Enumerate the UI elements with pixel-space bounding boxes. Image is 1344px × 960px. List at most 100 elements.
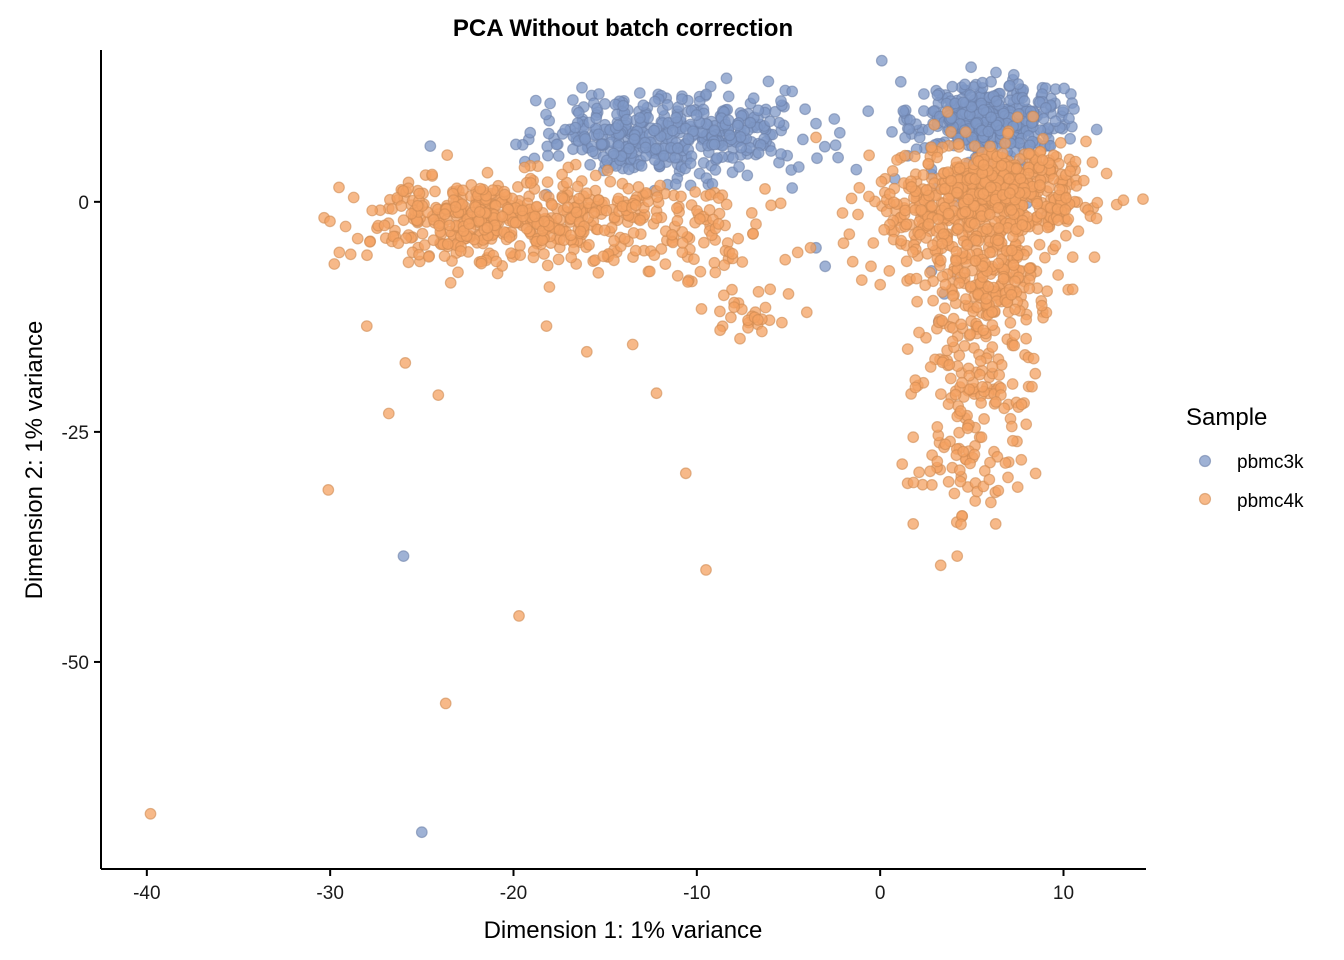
point-pbmc4k: [1036, 154, 1049, 167]
point-pbmc4k: [650, 212, 663, 225]
point-pbmc4k: [992, 222, 1005, 235]
point-pbmc4k: [908, 150, 921, 163]
point-pbmc4k: [895, 234, 908, 247]
point-pbmc3k: [708, 124, 721, 137]
point-pbmc3k: [529, 94, 542, 107]
point-pbmc3k: [599, 97, 611, 110]
point-pbmc3k: [709, 163, 722, 176]
point-pbmc4k: [1026, 380, 1038, 393]
point-pbmc4k: [925, 141, 938, 154]
point-pbmc4k: [969, 495, 982, 507]
point-pbmc3k: [711, 152, 723, 165]
point-pbmc4k: [938, 302, 951, 315]
point-pbmc4k: [382, 407, 395, 420]
point-pbmc4k: [953, 349, 966, 362]
legend-label-pbmc4k: pbmc4k: [1237, 491, 1304, 512]
point-pbmc4k: [1047, 173, 1060, 185]
point-pbmc4k: [1020, 332, 1032, 345]
point-pbmc4k: [1002, 127, 1014, 140]
point-pbmc3k: [722, 90, 735, 103]
point-pbmc4k: [1009, 275, 1021, 288]
point-pbmc4k: [734, 332, 746, 345]
point-pbmc3k: [862, 105, 875, 118]
point-pbmc3k: [977, 104, 990, 116]
point-pbmc4k: [999, 137, 1011, 150]
point-pbmc4k: [726, 247, 739, 260]
point-pbmc4k: [449, 200, 462, 213]
point-pbmc3k: [733, 160, 745, 173]
point-pbmc4k: [717, 289, 730, 302]
point-pbmc4k: [1008, 329, 1021, 342]
point-pbmc4k: [956, 376, 968, 389]
point-pbmc4k: [527, 251, 540, 264]
point-pbmc4k: [942, 398, 955, 411]
point-pbmc4k: [444, 276, 457, 289]
point-pbmc3k: [990, 95, 1003, 108]
point-pbmc4k: [564, 229, 577, 242]
point-pbmc3k: [775, 148, 787, 160]
point-pbmc3k: [635, 159, 648, 172]
point-pbmc4k: [745, 206, 758, 219]
point-pbmc4k: [950, 254, 962, 267]
point-pbmc4k: [954, 405, 967, 417]
point-pbmc4k: [984, 181, 997, 194]
point-pbmc4k: [942, 475, 955, 488]
point-pbmc3k: [633, 87, 646, 99]
point-pbmc4k: [999, 457, 1012, 469]
point-pbmc4k: [922, 157, 935, 170]
point-pbmc3k: [765, 145, 777, 157]
point-pbmc4k: [481, 166, 494, 179]
point-pbmc3k: [415, 826, 428, 839]
point-pbmc4k: [901, 343, 914, 356]
point-pbmc3k: [424, 140, 437, 153]
point-pbmc3k: [590, 112, 603, 125]
point-pbmc4k: [422, 250, 435, 263]
point-pbmc4k: [333, 246, 346, 259]
point-pbmc4k: [759, 301, 772, 314]
point-pbmc4k: [1006, 378, 1019, 390]
point-pbmc3k: [982, 125, 995, 138]
point-pbmc3k: [569, 121, 582, 134]
point-pbmc4k: [689, 186, 702, 198]
point-pbmc3k: [576, 81, 588, 94]
chart-title: PCA Without batch correction: [453, 15, 793, 42]
point-pbmc4k: [1059, 229, 1072, 242]
point-pbmc4k: [973, 368, 986, 381]
y-axis-title: Dimension 2: 1% variance: [21, 321, 48, 600]
point-pbmc4k: [986, 306, 998, 319]
point-pbmc3k: [666, 124, 679, 137]
point-pbmc3k: [607, 147, 620, 160]
point-pbmc4k: [756, 325, 768, 338]
point-pbmc4k: [984, 140, 996, 153]
point-pbmc4k: [975, 397, 987, 409]
point-pbmc4k: [570, 206, 583, 219]
point-pbmc4k: [429, 185, 441, 198]
point-pbmc4k: [1006, 434, 1019, 447]
y-tick-label: -25: [62, 423, 89, 444]
point-pbmc4k: [855, 274, 868, 287]
x-tick-label: -20: [500, 883, 527, 904]
point-pbmc4k: [574, 225, 587, 238]
point-pbmc4k: [900, 218, 913, 231]
point-pbmc4k: [863, 149, 875, 162]
point-pbmc4k: [998, 402, 1011, 415]
point-pbmc4k: [932, 213, 944, 226]
point-pbmc4k: [1064, 165, 1077, 178]
point-pbmc4k: [810, 131, 822, 144]
point-pbmc4k: [1072, 225, 1085, 238]
point-pbmc4k: [977, 187, 990, 200]
point-pbmc3k: [764, 115, 776, 128]
point-pbmc3k: [639, 141, 652, 154]
point-pbmc4k: [679, 467, 692, 480]
point-pbmc4k: [529, 210, 541, 223]
point-pbmc4k: [1016, 219, 1029, 231]
point-pbmc4k: [1005, 244, 1018, 257]
point-pbmc4k: [1011, 111, 1024, 124]
point-pbmc3k: [648, 124, 660, 137]
point-pbmc4k: [983, 473, 996, 486]
point-pbmc3k: [775, 95, 787, 107]
legend-label-pbmc3k: pbmc3k: [1237, 452, 1304, 473]
point-pbmc4k: [351, 232, 364, 245]
point-pbmc4k: [1041, 285, 1053, 298]
point-pbmc4k: [1004, 316, 1017, 329]
